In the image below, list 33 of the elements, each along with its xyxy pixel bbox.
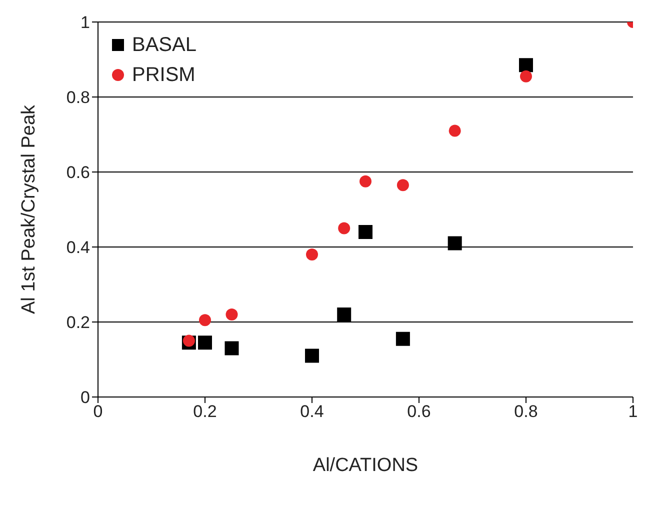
legend-label: PRISM [132,63,196,88]
point [358,225,372,239]
point [448,124,461,137]
y-tick-label: 0.4 [66,238,90,258]
point [226,308,238,320]
point [182,334,195,347]
x-tick-label: 0.4 [300,402,324,422]
point [337,308,352,322]
y-tick-label: 0.6 [66,163,90,182]
y-axis-title: Al 1st Peak/Crystal Peak [18,104,40,314]
x-tick-label: 0.2 [193,402,217,422]
legend-label: BASAL [132,33,196,58]
y-tick-label: 0 [80,388,90,408]
y-tick-label: 1 [80,13,90,32]
point [448,236,462,250]
point [360,175,372,188]
y-tick-label: 0.2 [66,313,90,332]
y-tick-label: 0.8 [66,88,90,108]
point [198,336,212,350]
point [396,179,409,192]
x-axis-title: Al/CATIONS [312,455,418,476]
point [305,348,319,363]
point [338,222,350,234]
x-tick-label: 0.6 [407,402,431,422]
x-tick-label: 0.8 [514,402,538,422]
point [199,314,211,326]
x-tick-label: 1 [628,402,638,422]
x-tick-label: 0 [93,402,103,422]
point [306,248,318,260]
point [396,332,410,346]
point [224,341,239,356]
point [519,58,533,72]
point [520,70,532,82]
